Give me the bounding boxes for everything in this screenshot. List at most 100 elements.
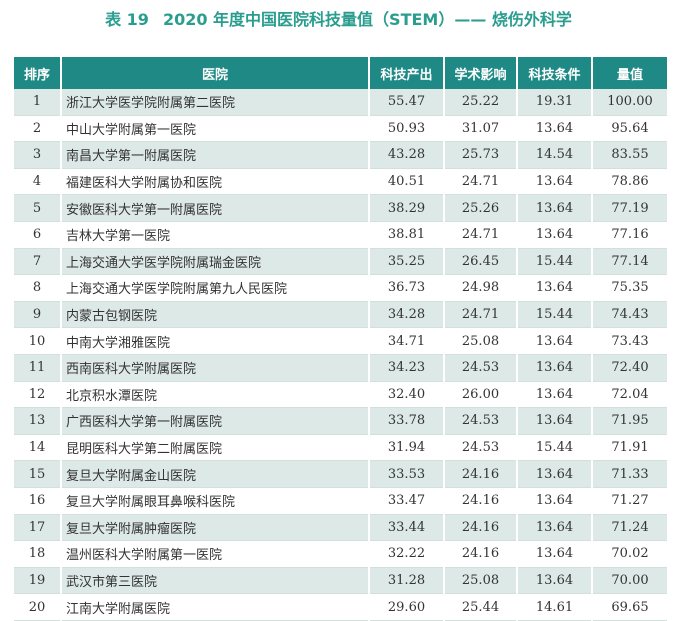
hospital-cell: 中南大学湘雅医院 xyxy=(61,327,370,355)
sci-conditions-cell: 13.64 xyxy=(517,354,593,382)
academic-impact-cell: 24.53 xyxy=(444,434,518,461)
rank-cell: 10 xyxy=(14,327,62,355)
sci-conditions-cell: 13.64 xyxy=(517,327,593,355)
table-row: 9 内蒙古包钢医院 34.28 24.71 15.44 74.43 xyxy=(14,301,667,328)
academic-impact-cell: 24.53 xyxy=(444,407,518,435)
header-hospital: 医院 xyxy=(61,57,370,89)
hospital-cell: 浙江大学医学院附属第二医院 xyxy=(61,89,370,116)
academic-impact-cell: 25.44 xyxy=(444,593,518,621)
hospital-cell: 上海交通大学医学院附属瑞金医院 xyxy=(61,248,370,275)
hospital-cell: 广西医科大学第一附属医院 xyxy=(61,407,370,435)
value-cell: 74.43 xyxy=(592,301,667,328)
header-sci-conditions: 科技条件 xyxy=(517,57,593,89)
sci-output-cell: 34.71 xyxy=(369,327,445,355)
table-row: 15 复旦大学附属金山医院 33.53 24.16 13.64 71.33 xyxy=(14,460,667,488)
academic-impact-cell: 25.08 xyxy=(444,327,518,355)
table-row: 10 中南大学湘雅医院 34.71 25.08 13.64 73.43 xyxy=(14,327,667,355)
sci-output-cell: 32.22 xyxy=(369,540,445,568)
academic-impact-cell: 25.22 xyxy=(444,89,518,116)
hospital-cell: 江南大学附属医院 xyxy=(61,593,370,621)
sci-conditions-cell: 19.31 xyxy=(517,89,593,116)
table-caption: 2020 年度中国医院科技量值（STEM）—— 烧伤外科学 xyxy=(162,10,572,29)
academic-impact-cell: 24.98 xyxy=(444,274,518,302)
table-row: 20 江南大学附属医院 29.60 25.44 14.61 69.65 xyxy=(14,593,667,621)
academic-impact-cell: 25.73 xyxy=(444,141,518,169)
table-row: 7 上海交通大学医学院附属瑞金医院 35.25 26.45 15.44 77.14 xyxy=(14,248,667,275)
value-cell: 77.19 xyxy=(592,194,667,222)
sci-conditions-cell: 13.64 xyxy=(517,460,593,488)
hospital-cell: 武汉市第三医院 xyxy=(61,567,370,594)
sci-conditions-cell: 13.64 xyxy=(517,194,593,222)
sci-output-cell: 35.25 xyxy=(369,248,445,275)
value-cell: 70.02 xyxy=(592,540,667,568)
sci-conditions-cell: 15.44 xyxy=(517,434,593,461)
sci-output-cell: 33.47 xyxy=(369,487,445,514)
table-row: 1 浙江大学医学院附属第二医院 55.47 25.22 19.31 100.00 xyxy=(14,89,667,116)
academic-impact-cell: 25.26 xyxy=(444,194,518,222)
rank-cell: 18 xyxy=(14,540,62,568)
academic-impact-cell: 31.07 xyxy=(444,115,518,142)
hospital-cell: 温州医科大学附属第一医院 xyxy=(61,540,370,568)
sci-output-cell: 29.60 xyxy=(369,593,445,621)
rank-cell: 15 xyxy=(14,460,62,488)
hospital-cell: 中山大学附属第一医院 xyxy=(61,115,370,142)
value-cell: 72.40 xyxy=(592,354,667,382)
sci-conditions-cell: 13.64 xyxy=(517,221,593,249)
sci-output-cell: 32.40 xyxy=(369,381,445,408)
academic-impact-cell: 24.16 xyxy=(444,460,518,488)
sci-output-cell: 33.53 xyxy=(369,460,445,488)
table-row: 18 温州医科大学附属第一医院 32.22 24.16 13.64 70.02 xyxy=(14,540,667,568)
hospital-cell: 福建医科大学附属协和医院 xyxy=(61,168,370,195)
academic-impact-cell: 24.16 xyxy=(444,540,518,568)
sci-output-cell: 34.28 xyxy=(369,301,445,328)
sci-output-cell: 31.28 xyxy=(369,567,445,594)
value-cell: 72.04 xyxy=(592,381,667,408)
hospital-cell: 内蒙古包钢医院 xyxy=(61,301,370,328)
value-cell: 70.00 xyxy=(592,567,667,594)
sci-output-cell: 38.81 xyxy=(369,221,445,249)
rank-cell: 2 xyxy=(14,115,62,142)
hospital-cell: 上海交通大学医学院附属第九人民医院 xyxy=(61,274,370,302)
sci-conditions-cell: 14.61 xyxy=(517,593,593,621)
hospital-cell: 昆明医科大学第二附属医院 xyxy=(61,434,370,461)
sci-conditions-cell: 13.64 xyxy=(517,540,593,568)
table-row: 17 复旦大学附属肿瘤医院 33.44 24.16 13.64 71.24 xyxy=(14,514,667,541)
table-row: 2 中山大学附属第一医院 50.93 31.07 13.64 95.64 xyxy=(14,115,667,142)
table-row: 14 昆明医科大学第二附属医院 31.94 24.53 15.44 71.91 xyxy=(14,434,667,461)
table-body: 1 浙江大学医学院附属第二医院 55.47 25.22 19.31 100.00 2 中山大学… xyxy=(14,89,667,621)
ranking-table: 排序 医院 科技产出 学术影响 科技条件 量值 1 浙江大学医学院附属第二医院 55… xyxy=(14,57,667,621)
academic-impact-cell: 25.08 xyxy=(444,567,518,594)
academic-impact-cell: 24.71 xyxy=(444,168,518,195)
rank-cell: 14 xyxy=(14,434,62,461)
sci-output-cell: 33.44 xyxy=(369,514,445,541)
value-cell: 71.91 xyxy=(592,434,667,461)
table-number: 表 19 xyxy=(105,10,149,29)
sci-conditions-cell: 13.64 xyxy=(517,487,593,514)
value-cell: 71.33 xyxy=(592,460,667,488)
sci-output-cell: 40.51 xyxy=(369,168,445,195)
hospital-cell: 南昌大学第一附属医院 xyxy=(61,141,370,169)
hospital-cell: 复旦大学附属眼耳鼻喉科医院 xyxy=(61,487,370,514)
rank-cell: 19 xyxy=(14,567,62,594)
rank-cell: 12 xyxy=(14,381,62,408)
table-row: 19 武汉市第三医院 31.28 25.08 13.64 70.00 xyxy=(14,567,667,594)
table-row: 12 北京积水潭医院 32.40 26.00 13.64 72.04 xyxy=(14,381,667,408)
rank-cell: 8 xyxy=(14,274,62,302)
sci-output-cell: 33.78 xyxy=(369,407,445,435)
value-cell: 71.24 xyxy=(592,514,667,541)
hospital-cell: 西南医科大学附属医院 xyxy=(61,354,370,382)
table-row: 16 复旦大学附属眼耳鼻喉科医院 33.47 24.16 13.64 71.27 xyxy=(14,487,667,514)
rank-cell: 6 xyxy=(14,221,62,249)
hospital-cell: 复旦大学附属肿瘤医院 xyxy=(61,514,370,541)
academic-impact-cell: 24.16 xyxy=(444,514,518,541)
hospital-cell: 吉林大学第一医院 xyxy=(61,221,370,249)
rank-cell: 5 xyxy=(14,194,62,222)
hospital-cell: 北京积水潭医院 xyxy=(61,381,370,408)
sci-conditions-cell: 13.64 xyxy=(517,381,593,408)
sci-output-cell: 31.94 xyxy=(369,434,445,461)
sci-conditions-cell: 13.64 xyxy=(517,168,593,195)
sci-conditions-cell: 13.64 xyxy=(517,514,593,541)
table-row: 13 广西医科大学第一附属医院 33.78 24.53 13.64 71.95 xyxy=(14,407,667,435)
rank-cell: 1 xyxy=(14,89,62,116)
sci-conditions-cell: 13.64 xyxy=(517,567,593,594)
